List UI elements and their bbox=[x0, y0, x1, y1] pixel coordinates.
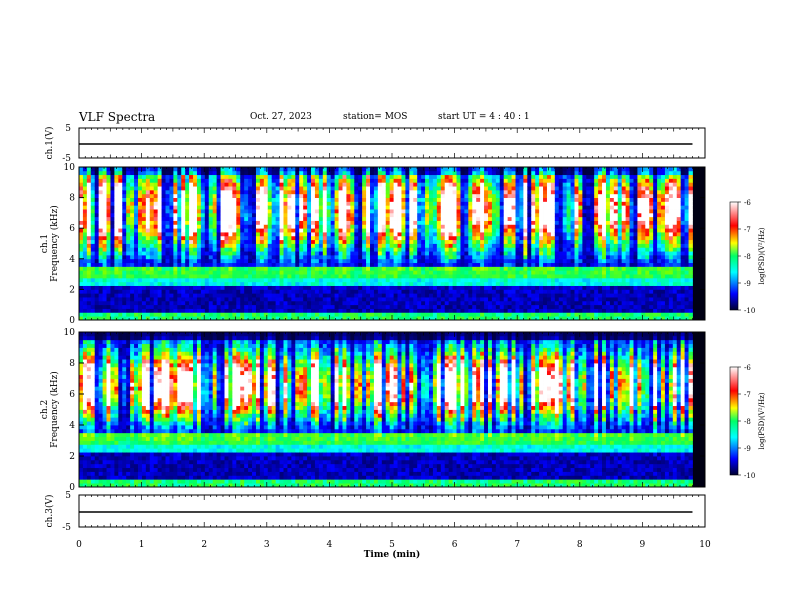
x-tick-label: 6 bbox=[452, 540, 458, 550]
y-tick-label: 5 bbox=[65, 491, 71, 501]
colorbar-label: log(PSD)(V²/Hz) bbox=[758, 227, 766, 284]
y-tick-label: 6 bbox=[69, 224, 75, 234]
x-tick-label: 7 bbox=[514, 540, 520, 550]
start-time-label: start UT = 4 : 40 : 1 bbox=[438, 112, 530, 122]
colorbar-tick-label: -7 bbox=[744, 226, 751, 234]
y-tick-label: 8 bbox=[69, 194, 75, 204]
frequency-axis-label: Frequency (kHz) bbox=[49, 371, 60, 448]
ch1-spectrogram bbox=[79, 167, 705, 321]
colorbar-tick-label: -8 bbox=[744, 253, 751, 261]
colorbar-label: log(PSD)(V²/Hz) bbox=[758, 392, 766, 449]
x-tick-label: 10 bbox=[699, 540, 711, 550]
y-tick-label: 5 bbox=[65, 124, 71, 134]
colorbar-tick-label: -9 bbox=[744, 445, 751, 453]
colorbar-tick-label: -10 bbox=[744, 472, 755, 480]
colorbar-tick-label: -8 bbox=[744, 418, 751, 426]
x-tick-label: 1 bbox=[139, 540, 145, 550]
ch2-spectrogram bbox=[79, 332, 705, 488]
colorbar-2 bbox=[729, 366, 739, 476]
x-tick-label: 5 bbox=[389, 540, 395, 550]
ch3-voltage-label: ch.3(V) bbox=[44, 495, 55, 528]
x-tick-label: 8 bbox=[577, 540, 583, 550]
colorbar-tick-label: -10 bbox=[744, 307, 755, 315]
y-tick-label: 4 bbox=[69, 255, 75, 265]
y-tick-label: 10 bbox=[64, 163, 76, 173]
y-tick-label: 0 bbox=[69, 316, 75, 326]
y-tick-label: 6 bbox=[69, 390, 75, 400]
station-label: station= MOS bbox=[343, 112, 408, 122]
y-tick-label: -5 bbox=[62, 154, 71, 164]
y-tick-label: 2 bbox=[69, 285, 75, 295]
y-tick-label: 10 bbox=[64, 328, 76, 338]
date-label: Oct. 27, 2023 bbox=[250, 112, 312, 122]
x-tick-label: 2 bbox=[201, 540, 207, 550]
colorbar-tick-label: -9 bbox=[744, 280, 751, 288]
colorbar-1 bbox=[729, 201, 739, 311]
ch1-label: ch.1 bbox=[40, 234, 50, 253]
chart-title: VLF Spectra bbox=[79, 110, 156, 124]
y-tick-label: 8 bbox=[69, 359, 75, 369]
ch2-label: ch.2 bbox=[40, 400, 50, 419]
ch1-voltage-label: ch.1(V) bbox=[44, 127, 55, 160]
y-tick-label: 4 bbox=[69, 421, 75, 431]
x-tick-label: 3 bbox=[264, 540, 270, 550]
x-tick-label: 9 bbox=[640, 540, 646, 550]
frequency-axis-label: Frequency (kHz) bbox=[49, 205, 60, 282]
x-tick-label: 0 bbox=[76, 540, 82, 550]
y-tick-label: 0 bbox=[69, 483, 75, 493]
colorbar-tick-label: -6 bbox=[744, 199, 751, 207]
colorbar-tick-label: -7 bbox=[744, 391, 751, 399]
x-tick-label: 4 bbox=[327, 540, 333, 550]
y-tick-label: -5 bbox=[62, 523, 71, 533]
x-axis-label: Time (min) bbox=[364, 549, 421, 560]
colorbar-tick-label: -6 bbox=[744, 364, 751, 372]
y-tick-label: 2 bbox=[69, 452, 75, 462]
